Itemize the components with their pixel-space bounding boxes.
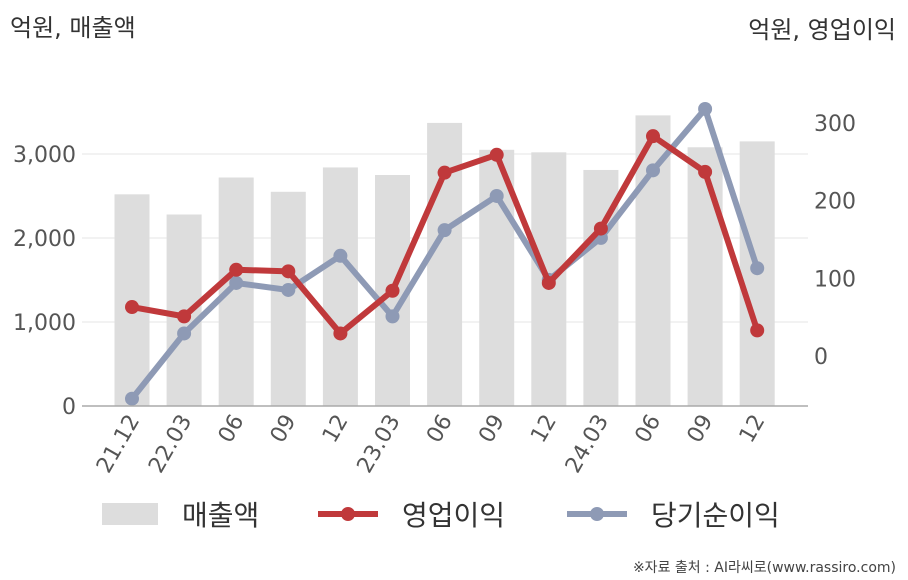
right-tick-label: 300 bbox=[814, 112, 856, 137]
operating-profit-point bbox=[698, 164, 713, 179]
net-income-point bbox=[229, 275, 244, 290]
net-income-point bbox=[698, 101, 713, 116]
legend-swatch-revenue bbox=[102, 503, 158, 525]
operating-profit-point bbox=[750, 323, 765, 338]
left-tick-label: 1,000 bbox=[13, 311, 76, 336]
revenue-bars bbox=[114, 115, 775, 407]
x-tick-label: 22.03 bbox=[144, 411, 197, 478]
operating-profit-point bbox=[593, 221, 608, 236]
operating-profit-point bbox=[229, 262, 244, 277]
right-axis-unit-label: 억원, 영업이익 bbox=[748, 16, 896, 44]
x-tick-label: 09 bbox=[683, 411, 719, 448]
x-tick-label: 12 bbox=[735, 411, 771, 448]
net-income-point bbox=[177, 326, 192, 341]
legend-marker-net-income bbox=[590, 507, 604, 521]
net-income-point bbox=[489, 188, 504, 203]
revenue-bar bbox=[687, 147, 723, 406]
left-tick-label: 0 bbox=[62, 395, 76, 420]
right-tick-label: 0 bbox=[814, 345, 828, 370]
net-income-point bbox=[385, 309, 400, 324]
operating-profit-point bbox=[489, 147, 504, 162]
source-note: ※자료 출처 : AI라씨로(www.rassiro.com) bbox=[633, 560, 896, 576]
x-tick-label: 09 bbox=[474, 411, 510, 448]
x-tick-label: 06 bbox=[422, 411, 458, 448]
legend-label-revenue: 매출액 bbox=[182, 499, 259, 532]
right-tick-label: 100 bbox=[814, 267, 856, 292]
x-tick-label: 12 bbox=[526, 411, 562, 448]
revenue-bar bbox=[322, 167, 358, 406]
operating-profit-point bbox=[281, 264, 296, 279]
profit-lines bbox=[125, 101, 765, 406]
right-tick-label: 200 bbox=[814, 190, 856, 215]
legend-marker-operating-profit bbox=[341, 507, 355, 521]
legend-label-operating-profit: 영업이익 bbox=[402, 499, 505, 532]
net-income-point bbox=[750, 261, 765, 276]
x-tick-label: 09 bbox=[266, 411, 302, 448]
left-tick-label: 2,000 bbox=[13, 227, 76, 252]
operating-profit-point bbox=[333, 326, 348, 341]
operating-profit-point bbox=[541, 275, 556, 290]
x-tick-label: 23.03 bbox=[353, 411, 406, 478]
operating-profit-point bbox=[125, 300, 139, 315]
legend: 매출액 영업이익 당기순이익 bbox=[102, 499, 780, 532]
net-income-point bbox=[333, 248, 348, 263]
revenue-bar bbox=[270, 191, 306, 406]
operating-profit-point bbox=[437, 165, 452, 180]
net-income-point bbox=[281, 282, 296, 297]
x-tick-label: 24.03 bbox=[561, 411, 614, 478]
net-income-point bbox=[125, 391, 139, 406]
operating-profit-point bbox=[385, 283, 400, 298]
x-tick-label: 12 bbox=[318, 411, 354, 448]
x-tick-label: 06 bbox=[631, 411, 667, 448]
operating-profit-point bbox=[646, 129, 660, 144]
net-income-point bbox=[646, 163, 660, 178]
x-tick-label: 06 bbox=[214, 411, 250, 448]
x-tick-label: 21.12 bbox=[92, 411, 145, 478]
left-tick-label: 3,000 bbox=[13, 143, 76, 168]
operating-profit-point bbox=[177, 309, 192, 324]
left-axis-unit-label: 억원, 매출액 bbox=[10, 14, 136, 42]
legend-label-net-income: 당기순이익 bbox=[651, 499, 780, 532]
net-income-point bbox=[437, 223, 452, 238]
